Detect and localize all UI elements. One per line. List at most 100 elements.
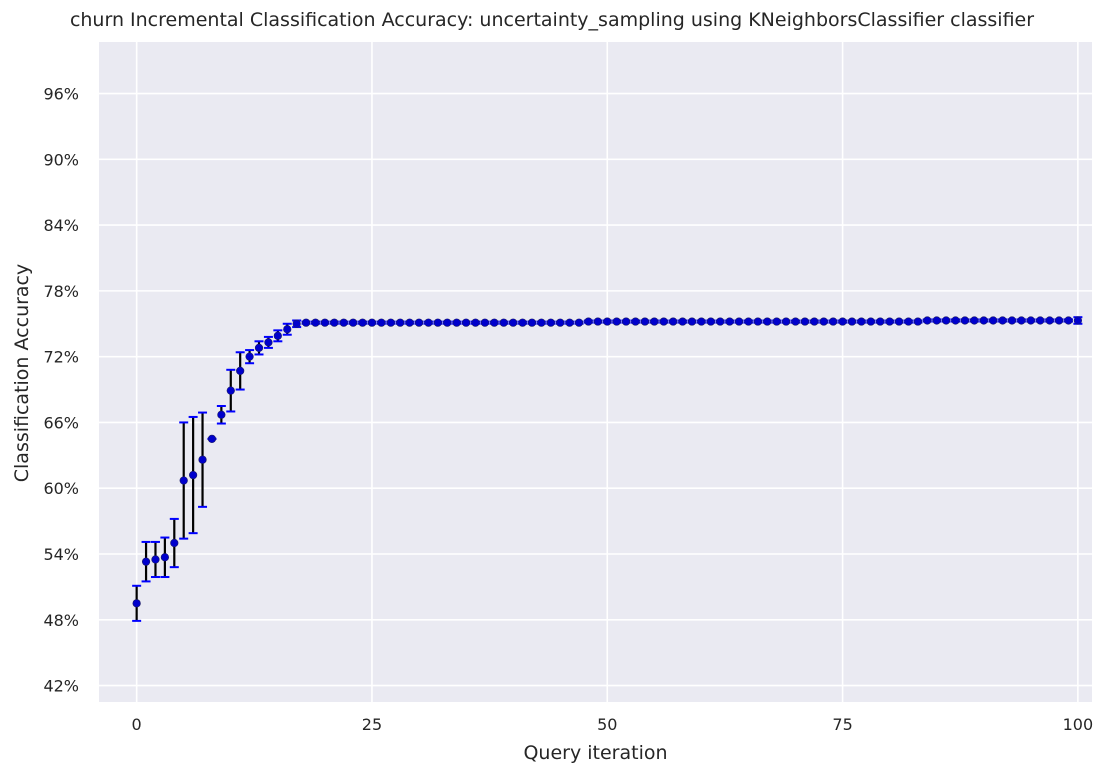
data-point bbox=[876, 317, 885, 326]
data-point bbox=[781, 317, 791, 326]
data-point bbox=[377, 318, 386, 327]
data-point bbox=[904, 317, 913, 326]
data-point bbox=[847, 317, 857, 326]
data-point bbox=[339, 318, 348, 327]
data-point bbox=[207, 434, 217, 443]
data-point bbox=[179, 476, 188, 485]
data-point bbox=[405, 318, 414, 327]
data-point bbox=[612, 317, 621, 326]
data-point bbox=[556, 318, 565, 327]
data-point bbox=[800, 317, 810, 326]
data-point bbox=[198, 455, 207, 464]
data-point bbox=[913, 317, 922, 326]
data-point bbox=[838, 317, 847, 326]
data-point bbox=[716, 317, 725, 326]
data-point bbox=[499, 318, 508, 327]
y-tick-label: 42% bbox=[43, 677, 79, 696]
data-point bbox=[273, 331, 282, 340]
y-tick-label: 60% bbox=[43, 479, 79, 498]
y-tick-label: 90% bbox=[43, 150, 79, 169]
data-point bbox=[942, 316, 951, 325]
data-point bbox=[480, 318, 490, 327]
data-point bbox=[254, 343, 264, 352]
data-point bbox=[217, 410, 226, 419]
y-tick-label: 96% bbox=[43, 85, 79, 104]
data-point bbox=[829, 317, 838, 326]
data-point bbox=[574, 318, 584, 327]
data-point bbox=[640, 317, 650, 326]
data-point bbox=[763, 317, 772, 326]
data-point bbox=[772, 317, 781, 326]
data-point bbox=[264, 338, 273, 347]
data-point bbox=[960, 316, 970, 325]
x-tick-labels: 0 25 50 75 100 bbox=[132, 715, 1094, 734]
data-point bbox=[226, 386, 235, 395]
y-tick-label: 84% bbox=[43, 216, 79, 235]
data-point bbox=[894, 317, 904, 326]
data-point bbox=[461, 318, 471, 327]
data-point bbox=[358, 318, 367, 327]
data-point bbox=[989, 316, 998, 325]
data-point bbox=[189, 470, 198, 480]
data-point bbox=[1007, 316, 1017, 325]
data-point bbox=[151, 555, 160, 564]
data-point bbox=[311, 318, 320, 327]
x-tick-label: 100 bbox=[1063, 715, 1094, 734]
data-point bbox=[518, 318, 527, 327]
data-point bbox=[970, 316, 979, 325]
y-tick-label: 72% bbox=[43, 348, 79, 367]
data-point bbox=[951, 316, 960, 325]
data-point bbox=[132, 599, 141, 608]
data-point bbox=[349, 318, 358, 327]
y-tick-label: 78% bbox=[43, 282, 79, 301]
y-axis-label: Classification Accuracy bbox=[11, 263, 33, 483]
data-point bbox=[424, 318, 433, 327]
data-point bbox=[386, 318, 395, 327]
data-points bbox=[132, 316, 1082, 608]
data-point bbox=[141, 557, 151, 566]
data-point bbox=[744, 317, 753, 326]
data-point bbox=[819, 317, 828, 326]
data-point bbox=[621, 317, 631, 326]
data-point bbox=[1045, 316, 1054, 325]
data-point bbox=[734, 317, 744, 326]
x-tick-label: 75 bbox=[832, 715, 852, 734]
data-point bbox=[669, 317, 678, 326]
data-point bbox=[537, 318, 546, 327]
data-point bbox=[367, 318, 377, 327]
data-point bbox=[1036, 316, 1045, 325]
y-tick-label: 48% bbox=[43, 611, 79, 630]
chart-title: churn Incremental Classification Accurac… bbox=[69, 9, 1035, 31]
data-point bbox=[433, 318, 442, 327]
data-point bbox=[396, 318, 405, 327]
data-point bbox=[584, 317, 593, 326]
data-point bbox=[283, 325, 292, 334]
data-point bbox=[546, 318, 555, 327]
data-point bbox=[706, 317, 715, 326]
data-point bbox=[565, 318, 574, 327]
data-point bbox=[1026, 316, 1035, 325]
x-axis-label: Query iteration bbox=[523, 742, 668, 764]
data-point bbox=[320, 318, 329, 327]
data-point bbox=[791, 317, 800, 326]
data-point bbox=[509, 318, 518, 327]
data-point bbox=[998, 316, 1007, 325]
data-point bbox=[979, 316, 988, 325]
data-point bbox=[527, 318, 537, 327]
x-tick-label: 25 bbox=[362, 715, 382, 734]
data-point bbox=[452, 318, 461, 327]
data-point bbox=[245, 352, 254, 361]
data-point bbox=[866, 317, 875, 326]
y-tick-labels: 42% 48% 54% 60% 66% 72% 78% 84% 90% 96% bbox=[43, 85, 79, 696]
data-point bbox=[1017, 316, 1026, 325]
data-point bbox=[603, 317, 612, 326]
data-point bbox=[443, 318, 452, 327]
x-tick-label: 50 bbox=[597, 715, 617, 734]
data-point bbox=[330, 318, 339, 327]
data-point bbox=[687, 317, 697, 326]
data-point bbox=[490, 318, 499, 327]
data-point bbox=[170, 538, 179, 548]
data-point bbox=[236, 366, 245, 376]
data-point bbox=[160, 553, 169, 562]
